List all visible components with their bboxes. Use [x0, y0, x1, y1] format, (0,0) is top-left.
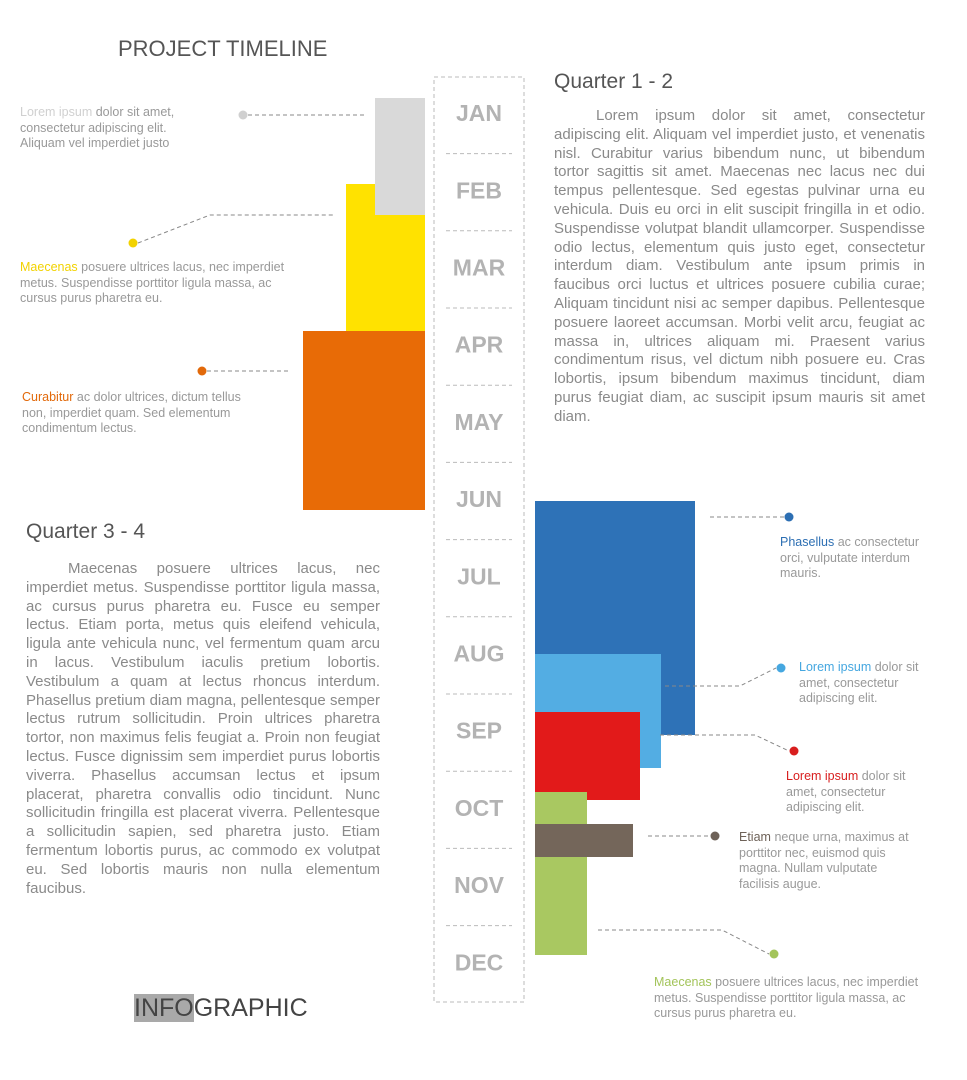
dot: [789, 746, 799, 756]
dot: [197, 366, 207, 376]
month-label: JUN: [456, 486, 502, 512]
callout: Curabitur ac dolor ultrices, dictum tell…: [22, 390, 242, 437]
month-label: FEB: [456, 177, 502, 203]
connector: [660, 734, 790, 752]
dot: [769, 949, 779, 959]
callout: Phasellus ac consectetur orci, vulputate…: [780, 535, 945, 582]
callout-lead: Maecenas: [20, 260, 78, 274]
dot: [238, 110, 248, 120]
month-label: APR: [455, 332, 504, 358]
month-label: DEC: [455, 949, 504, 975]
callout-text: neque urna, maximus at porttitor nec, eu…: [739, 830, 909, 891]
section-text: Maecenas posuere ultrices lacus, nec imp…: [26, 560, 380, 897]
dot: [784, 512, 794, 522]
connector: [665, 667, 777, 687]
callout-lead: Lorem ipsum: [20, 105, 93, 119]
oct-bar: [535, 824, 633, 857]
callout: Lorem ipsum dolor sit amet, consectetur …: [20, 105, 200, 152]
callout-text: dolor sit amet, consectetur adipiscing e…: [786, 769, 906, 815]
callout-text: ac dolor ultrices, dictum tellus non, im…: [22, 390, 241, 436]
connector: [598, 929, 770, 955]
month-label: NOV: [454, 872, 505, 898]
callout: Lorem ipsum dolor sit amet, consectetur …: [799, 660, 939, 707]
callout-text: ac consectetur orci, vulputate interdum …: [780, 535, 919, 581]
callout-lead: Maecenas: [654, 975, 712, 989]
dot: [710, 831, 720, 841]
callout: Maecenas posuere ultrices lacus, nec imp…: [20, 260, 310, 307]
month-label: AUG: [453, 640, 504, 666]
callout-lead: Curabitur: [22, 390, 74, 404]
footer-highlight: INFO: [134, 994, 194, 1022]
callout-text: posuere ultrices lacus, nec imperdiet me…: [20, 260, 285, 306]
footer: INFOGRAPHIC: [134, 994, 308, 1023]
dot: [776, 663, 786, 673]
callout-text: posuere ultrices lacus, nec imperdiet me…: [654, 975, 919, 1021]
jan-overlap: [375, 184, 425, 215]
title: PROJECT TIMELINE: [118, 36, 328, 61]
section-heading: Quarter 3 - 4: [26, 520, 146, 543]
connector: [137, 214, 333, 244]
callout: Etiam neque urna, maximus at porttitor n…: [739, 830, 914, 892]
timeline-column: [433, 76, 525, 1003]
month-label: MAR: [453, 254, 506, 280]
column-frame: [433, 76, 525, 1003]
callout: Lorem ipsum dolor sit amet, consectetur …: [786, 769, 926, 816]
sep-block: [535, 712, 640, 800]
callout-lead: Etiam: [739, 830, 771, 844]
callout-text: dolor sit amet, consectetur adipiscing e…: [799, 660, 919, 706]
oct-block: [535, 792, 587, 955]
callout-text: dolor sit amet, consectetur adipiscing e…: [20, 105, 175, 151]
callout-lead: Lorem ipsum: [799, 660, 872, 674]
month-label: JUL: [457, 563, 500, 589]
month-label: SEP: [456, 718, 502, 744]
apr-block: [303, 331, 425, 510]
month-label: OCT: [455, 795, 504, 821]
callout-lead: Lorem ipsum: [786, 769, 859, 783]
footer-rest: GRAPHIC: [193, 994, 308, 1022]
month-label: MAY: [455, 409, 504, 435]
callout-lead: Phasellus: [780, 535, 835, 549]
section-text: Lorem ipsum dolor sit amet, consectetur …: [554, 107, 925, 425]
dot: [128, 238, 138, 248]
callout: Maecenas posuere ultrices lacus, nec imp…: [654, 975, 939, 1022]
month-label: JAN: [456, 100, 502, 126]
section-heading: Quarter 1 - 2: [554, 70, 674, 93]
